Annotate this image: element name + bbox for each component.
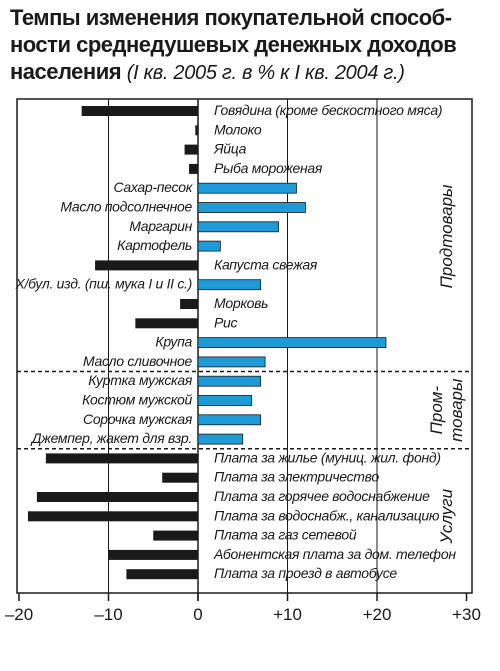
category-label: Морковь <box>214 295 268 311</box>
title-line-3: населения (I кв. 2005 г. в % к I кв. 200… <box>10 58 494 87</box>
group-label: Продтовары <box>437 184 456 288</box>
bar <box>197 375 262 387</box>
category-label: Масло подсолнечное <box>60 199 192 215</box>
category-label: Плата за жилье (муниц. жил. фонд) <box>214 449 441 465</box>
bar <box>180 299 198 309</box>
category-label: Картофель <box>117 237 192 253</box>
category-label: Рис <box>214 314 238 330</box>
category-label: Х/бул. изд. (пш. мука I и II с.) <box>14 276 192 292</box>
category-label: Яйца <box>213 141 247 157</box>
category-label: Джемпер, жакет для взр. <box>30 430 192 446</box>
bar <box>81 106 198 116</box>
title-line-1: Темпы изменения покупательной способ- <box>10 5 452 30</box>
bar <box>27 511 199 522</box>
bar <box>36 492 199 502</box>
bar <box>197 221 279 233</box>
title-line-3-text: населения <box>10 59 122 84</box>
category-label: Говядина (кроме бескостного мяса) <box>214 102 442 118</box>
group-label: Услуги <box>437 488 456 544</box>
category-label: Сахар-песок <box>113 179 193 195</box>
x-tick-label: +20 <box>363 605 392 624</box>
bar <box>197 356 266 368</box>
category-label: Плата за газ сетевой <box>214 527 357 543</box>
x-tick-label: –20 <box>5 605 33 624</box>
plot-frame <box>16 98 473 594</box>
category-label: Масло сливочное <box>83 353 193 369</box>
bar <box>197 414 262 426</box>
x-tick-label: +10 <box>273 605 302 624</box>
x-tick-label: +30 <box>452 605 481 624</box>
group-label: товары <box>447 378 466 442</box>
bar <box>197 433 244 445</box>
category-label: Плата за водоснабж., канализацию <box>214 507 440 523</box>
title-line-2: ности среднедушевых денежных доходов <box>10 32 457 57</box>
x-tick-label: 0 <box>193 605 202 624</box>
bar <box>189 163 198 174</box>
category-label: Костюм мужской <box>82 392 192 408</box>
x-tick-label: –10 <box>94 605 122 624</box>
bar <box>195 125 198 136</box>
bar <box>184 144 198 155</box>
category-label: Плата за горячее водоснабжение <box>214 488 430 504</box>
chart-title: Темпы изменения покупательной способ- но… <box>10 4 494 87</box>
bar <box>126 569 198 580</box>
category-label: Капуста свежая <box>214 256 318 272</box>
bar <box>135 318 198 329</box>
category-label: Плата за электричество <box>214 469 379 485</box>
bar <box>197 337 387 349</box>
category-label: Маргарин <box>129 218 192 234</box>
bar <box>108 549 198 560</box>
bar <box>162 472 198 483</box>
bar <box>95 260 198 271</box>
bar <box>197 395 253 406</box>
category-label: Куртка мужская <box>88 372 193 388</box>
chart-subtitle: (I кв. 2005 г. в % к I кв. 2004 г.) <box>126 62 405 84</box>
bar <box>153 530 198 541</box>
group-label: Пром- <box>427 386 446 435</box>
category-label: Абонентская плата за дом. телефон <box>213 546 456 562</box>
bar <box>197 240 221 252</box>
category-label: Крупа <box>155 334 192 350</box>
bar <box>197 202 306 213</box>
category-label: Плата за проезд в автобусе <box>214 565 397 581</box>
category-label: Молоко <box>214 121 262 137</box>
bar <box>197 279 262 291</box>
bar <box>197 182 297 194</box>
category-label: Рыба мороженая <box>214 160 323 176</box>
category-label: Сорочка мужская <box>83 411 193 427</box>
bar <box>45 453 198 464</box>
